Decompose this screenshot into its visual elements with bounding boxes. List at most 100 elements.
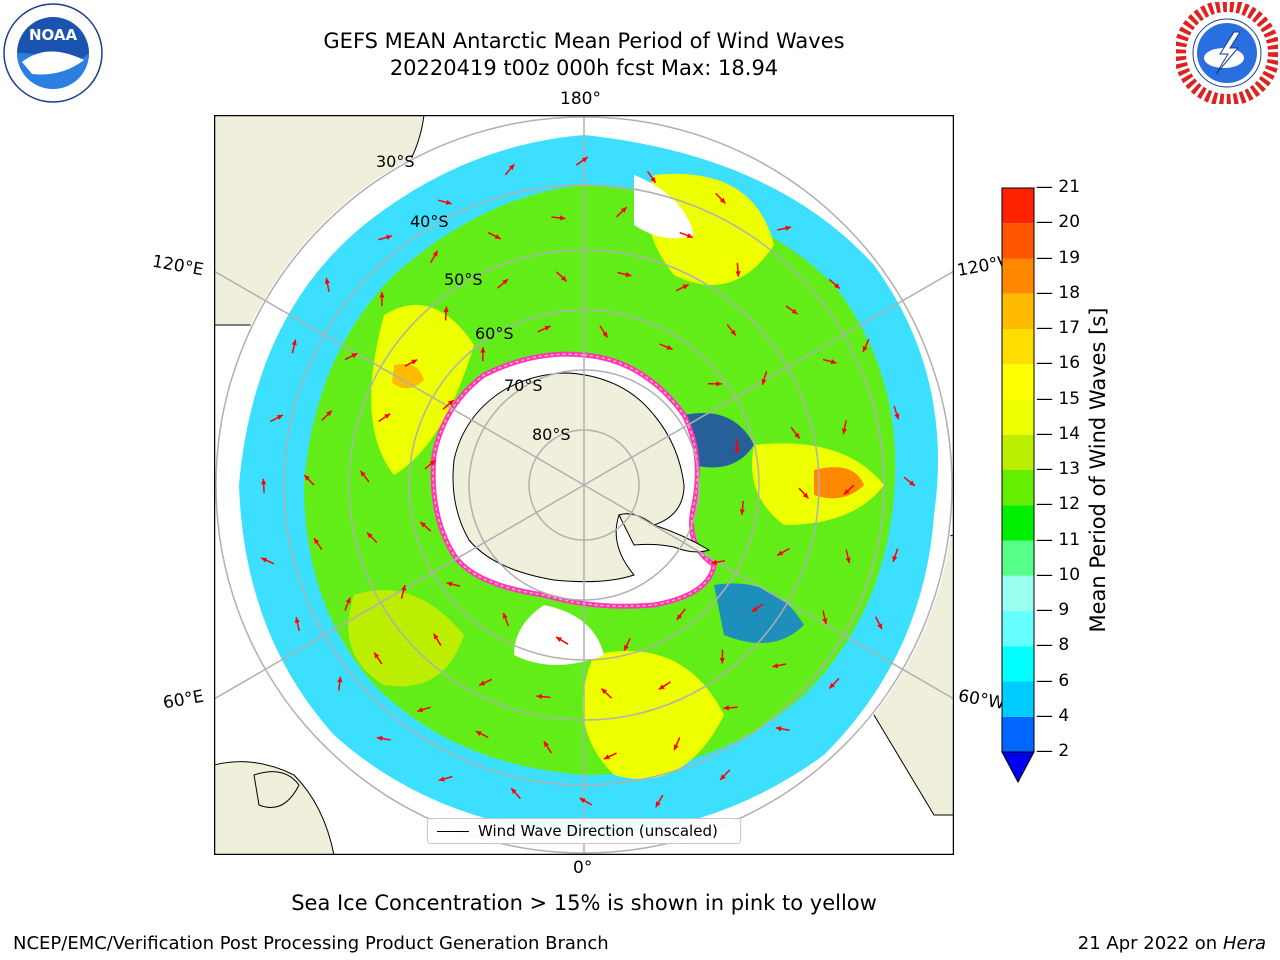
wind-wave-arrowhead [624,644,629,651]
footer-machine: Hera [1222,933,1266,954]
colorbar-tick-label: — 13 [1036,459,1081,479]
wind-wave-arrowhead [658,684,665,690]
colorbar-label: Mean Period of Wind Waves [s] [1086,307,1110,633]
wind-wave-arrowhead [502,612,508,619]
wind-wave-arrowhead [384,413,391,419]
noaa-logo-text: NOAA [29,26,78,44]
wind-wave-arrowhead [401,585,407,591]
map-area: 30°S 40°S 50°S 60°S 70°S 80°S [213,114,955,856]
lat-label-30s: 30°S [376,152,415,171]
wind-wave-arrowhead [294,617,300,623]
wind-wave-arrowhead [438,776,445,782]
colorbar-segment [1002,540,1034,576]
lon-label-120e: 120°E [150,251,206,281]
legend-line-swatch [437,831,469,832]
land-antarctica [452,372,685,583]
wind-wave-arrowhead [686,233,693,239]
wind-wave-arrowhead [655,801,661,808]
colorbar-frame [1001,187,1035,753]
legend-text: Wind Wave Direction (unscaled) [478,822,718,840]
colorbar-segment [1002,364,1034,400]
colorbar-segment [1002,434,1034,470]
wind-wave-arrowhead [559,215,566,221]
wind-wave-arrowhead [313,538,320,544]
wind-wave-arrowhead [536,693,543,700]
wind-wave-arrowhead [479,680,486,686]
ocean-peak-1 [814,467,864,499]
colorbar-tick-label: — 17 [1036,318,1081,338]
lat-label-60s: 60°S [475,324,514,343]
wind-wave-arrowhead [751,606,758,612]
colorbar-tick-label: — 16 [1036,353,1081,374]
wind-wave-arrowhead [676,614,683,620]
colorbar-segment [1002,223,1034,259]
wind-wave-arrowhead [822,618,828,625]
noaa-logo: NOAA [3,3,103,103]
lon-label-0: 0° [573,858,593,878]
colorbar-under-triangle [1001,751,1035,784]
wind-wave-arrowhead [785,225,792,231]
land-africa [214,761,335,855]
wind-wave-arrowhead [862,345,868,352]
colorbar-segment [1002,575,1034,611]
colorbar-tick-label: — 14 [1036,423,1081,444]
wind-wave-arrowhead [556,636,563,642]
wind-wave-arrowhead [892,555,898,562]
wind-wave-arrowhead [719,658,725,664]
wind-wave-arrowhead [830,359,837,365]
sea-ice-caption: Sea Ice Concentration > 15% is shown in … [291,891,877,915]
wind-wave-arrowhead [475,731,482,736]
ocean-peak-2 [392,364,424,389]
wind-wave-arrowhead [581,157,588,163]
wind-wave-arrowhead [682,284,689,290]
wind-wave-arrowhead [360,470,366,477]
footer-date: 21 Apr 2022 on [1077,933,1223,954]
wind-wave-arrowhead [602,331,608,338]
colorbar-segment [1002,646,1034,682]
wind-wave-arrowhead [877,623,883,630]
colorbar-tick-label: — 10 [1036,564,1081,585]
wind-wave-arrowhead [337,676,343,683]
wind-wave-arrowhead [909,480,915,486]
wind-wave-arrowhead [723,705,730,711]
ocean-dry-2 [634,175,694,239]
ocean-field-band-4 [582,651,724,779]
colorbar-tick-label: — 12 [1036,494,1081,515]
wind-wave-arrowhead [772,663,779,669]
colorbar [1001,187,1035,784]
lat-label-80s: 80°S [532,425,571,444]
colorbar-tick-label: — 11 [1036,529,1081,550]
wind-wave-arrowhead [834,283,840,289]
colorbar-tick-label: — 15 [1036,388,1081,409]
wind-wave-arrowhead [429,460,436,466]
colorbar-tick-label: — 18 [1036,282,1081,303]
map-legend: Wind Wave Direction (unscaled) [427,818,741,844]
wind-wave-arrowhead [544,325,551,331]
footer-left: NCEP/EMC/Verification Post Processing Pr… [13,933,609,954]
wind-wave-arrowhead [777,550,784,556]
wind-wave-arrowhead [446,581,453,587]
wind-wave-arrowhead [276,415,283,420]
wind-wave-arrowhead [367,532,373,539]
ocean-low-blue-1 [684,413,754,468]
colorbar-tick-label: — 8 [1036,635,1070,656]
ocean-field-band-1 [371,305,474,475]
wind-wave-arrowhead [511,788,517,794]
wind-wave-arrowhead [502,279,509,285]
wind-wave-arrowhead [324,277,330,284]
wind-wave-arrowhead [411,359,418,365]
graticule [214,115,954,855]
wind-wave-arrowhead [802,492,809,499]
wind-wave-arrowhead [761,378,767,385]
ocean-low-blue-2 [714,583,804,643]
wind-wave-arrowhead [443,306,449,313]
polar-map: 30°S 40°S 50°S 60°S 70°S 80°S [213,114,955,856]
wind-wave-arrowhead [734,447,740,453]
wind-wave-arrowhead [345,597,351,604]
chart-title: GEFS MEAN Antarctic Mean Period of Wind … [323,29,845,53]
colorbar-segment [1002,470,1034,506]
ocean-field-band-2 [647,173,774,285]
colorbar-tick-label: — 21 [1036,177,1081,197]
colorbar-segment [1002,681,1034,717]
wind-wave-arrowhead [351,353,358,359]
